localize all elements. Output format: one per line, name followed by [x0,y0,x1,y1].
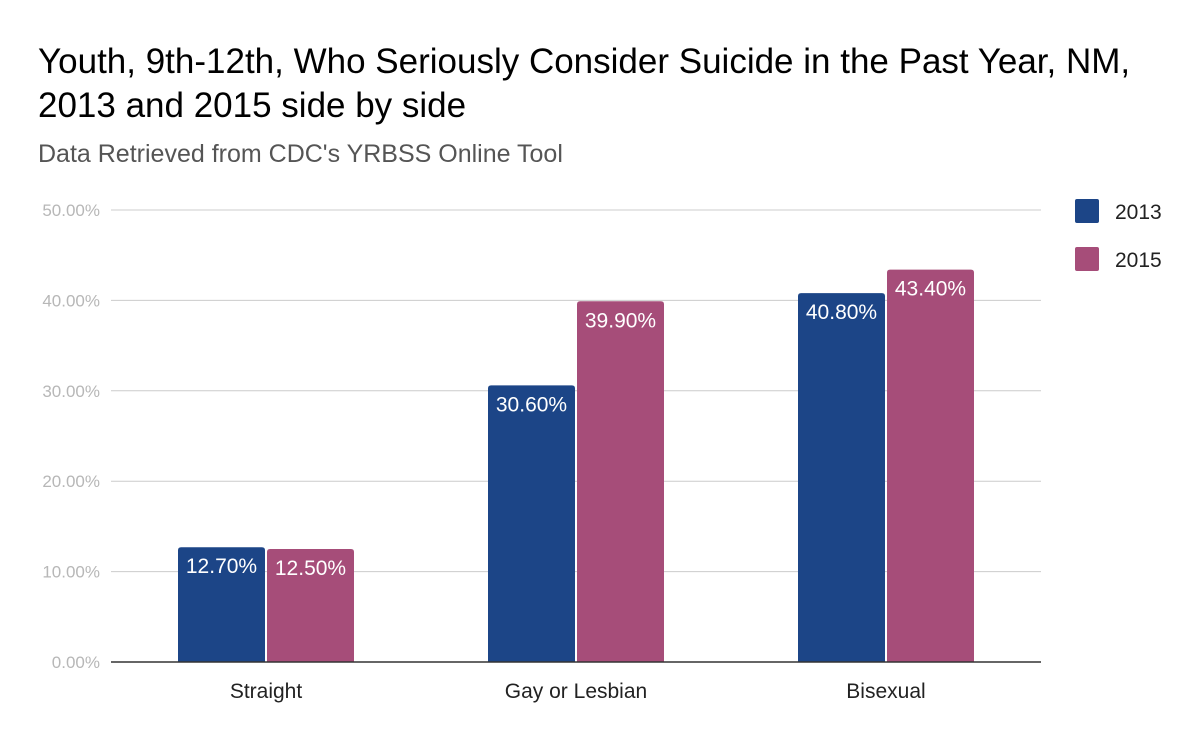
bar-2015-2 [887,269,974,662]
y-tick-label: 10.00% [42,563,100,582]
data-label: 43.40% [895,278,966,301]
bar-2015-1 [577,301,664,662]
bar-2013-2 [798,293,885,662]
bar-2013-1 [488,385,575,662]
data-label: 12.50% [275,557,346,580]
y-tick-label: 30.00% [42,382,100,401]
legend-label: 2013 [1115,201,1162,224]
chart-subtitle: Data Retrieved from CDC's YRBSS Online T… [38,140,563,168]
y-tick-label: 50.00% [42,201,100,220]
x-category-label: Bisexual [846,680,925,703]
bar-2013-0 [178,547,265,662]
bar-2015-0 [267,549,354,662]
data-label: 39.90% [585,309,656,332]
data-label: 12.70% [186,555,257,578]
legend-label: 2015 [1115,249,1162,272]
legend-swatch-2015 [1075,247,1099,271]
x-category-label: Gay or Lesbian [505,680,647,703]
legend-swatch-2013 [1075,199,1099,223]
y-tick-label: 40.00% [42,291,100,310]
y-tick-label: 20.00% [42,472,100,491]
y-tick-label: 0.00% [52,653,100,672]
data-label: 40.80% [806,301,877,324]
chart-title: Youth, 9th-12th, Who Seriously Consider … [38,42,1131,125]
data-label: 30.60% [496,393,567,416]
x-category-label: Straight [230,680,303,703]
